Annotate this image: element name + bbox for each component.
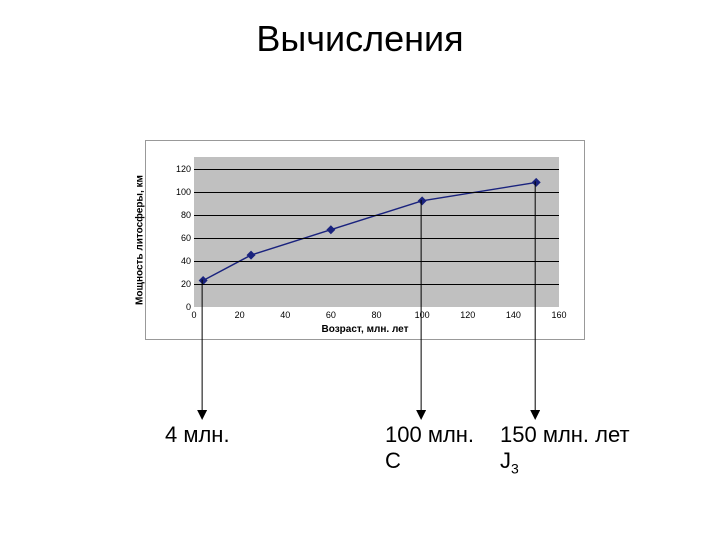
y-axis-label: Мощность литосферы, км (135, 175, 146, 305)
gridline (194, 192, 559, 193)
annotation-label: 4 млн. (165, 422, 230, 448)
x-tick: 40 (280, 310, 290, 320)
gridline (194, 215, 559, 216)
data-line (203, 182, 536, 280)
x-tick: 140 (506, 310, 521, 320)
annotation-label: 150 млн. летJ3 (500, 422, 630, 476)
y-tick: 60 (176, 233, 191, 243)
y-tick: 0 (176, 302, 191, 312)
data-marker (247, 251, 256, 260)
x-tick: 100 (415, 310, 430, 320)
annotation-label: 100 млн.С (385, 422, 474, 474)
x-tick: 60 (326, 310, 336, 320)
x-tick: 160 (551, 310, 566, 320)
x-axis-label: Возраст, млн. лет (322, 324, 409, 335)
data-marker (326, 225, 335, 234)
x-tick: 80 (371, 310, 381, 320)
y-tick: 100 (176, 187, 191, 197)
x-tick: 20 (235, 310, 245, 320)
y-tick: 80 (176, 210, 191, 220)
data-marker (418, 196, 427, 205)
gridline (194, 261, 559, 262)
gridline (194, 169, 559, 170)
gridline (194, 284, 559, 285)
gridline (194, 238, 559, 239)
x-tick: 120 (460, 310, 475, 320)
chart-container: Мощность литосферы, км Возраст, млн. лет… (145, 140, 585, 340)
data-marker (532, 178, 541, 187)
y-tick: 120 (176, 164, 191, 174)
x-tick: 0 (191, 310, 196, 320)
y-tick: 40 (176, 256, 191, 266)
y-tick: 20 (176, 279, 191, 289)
slide-title: Вычисления (256, 18, 463, 60)
